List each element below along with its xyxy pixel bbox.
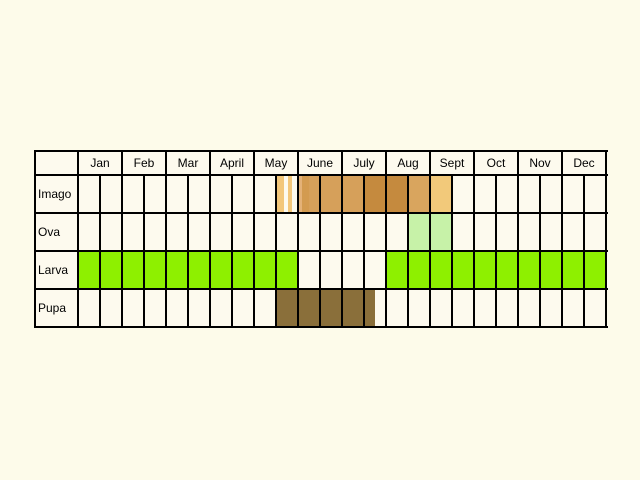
gridline-vertical-0 [34, 150, 36, 328]
stage-label-imago: Imago [38, 187, 72, 201]
month-header-dec: Dec [573, 155, 595, 170]
gridline-vertical-24 [583, 175, 585, 328]
gridline-vertical-13 [341, 150, 343, 328]
gridline-horizontal-0 [34, 150, 608, 152]
stage-label-ova: Ova [38, 225, 61, 239]
month-header-oct: Oct [486, 155, 506, 170]
bar-imago-8 [408, 175, 430, 213]
gridline-vertical-18 [451, 175, 453, 328]
gridline-vertical-19 [473, 150, 475, 328]
gridline-vertical-1 [77, 150, 79, 328]
month-header-aug: Aug [397, 155, 419, 170]
gridline-vertical-22 [539, 175, 541, 328]
gridline-vertical-5 [165, 150, 167, 328]
stage-label-pupa: Pupa [38, 301, 67, 315]
gridline-vertical-23 [561, 150, 563, 328]
month-header-may: May [264, 155, 288, 170]
month-header-july: July [353, 155, 375, 170]
gridline-vertical-6 [187, 175, 189, 328]
gridline-vertical-4 [143, 175, 145, 328]
gridline-vertical-7 [209, 150, 211, 328]
gridline-vertical-14 [363, 175, 365, 328]
gridline-vertical-12 [319, 175, 321, 328]
gridline-vertical-16 [407, 175, 409, 328]
bar-pupa-0 [276, 289, 375, 327]
bar-imago-0 [276, 175, 284, 213]
gridline-vertical-2 [99, 175, 101, 328]
gridline-horizontal-2 [34, 212, 608, 214]
gridline-vertical-20 [495, 175, 497, 328]
month-header-jan: Jan [90, 155, 110, 170]
gridline-vertical-11 [297, 150, 299, 328]
bar-imago-4 [298, 175, 303, 213]
month-header-april: April [219, 155, 244, 170]
bar-imago-6 [309, 175, 364, 213]
bar-imago-9 [430, 175, 452, 213]
month-header-mar: Mar [177, 155, 199, 170]
gridline-vertical-15 [385, 150, 387, 328]
month-header-nov: Nov [529, 155, 551, 170]
month-header-june: June [306, 155, 334, 170]
gridline-horizontal-4 [34, 288, 608, 290]
gridline-vertical-3 [121, 150, 123, 328]
bar-imago-2 [288, 175, 293, 213]
gridline-horizontal-1 [34, 174, 608, 176]
life-cycle-table: Jan Feb Mar April May June July Aug Sept Oct Nov De… [34, 150, 608, 329]
gridline-vertical-9 [253, 150, 255, 328]
gridline-vertical-21 [517, 150, 519, 328]
stage-label-larva: Larva [38, 263, 69, 277]
gridline-vertical-10 [275, 175, 277, 328]
gridline-vertical-25 [605, 150, 607, 328]
bar-imago-1 [283, 175, 289, 213]
month-header-sept: Sept [439, 155, 465, 170]
gridline-horizontal-3 [34, 250, 608, 252]
bar-imago-3 [292, 175, 298, 213]
gridline-vertical-17 [429, 150, 431, 328]
bar-imago-5 [302, 175, 309, 213]
month-header-feb: Feb [133, 155, 155, 170]
gridline-vertical-8 [231, 175, 233, 328]
gridline-horizontal-5 [34, 326, 608, 328]
